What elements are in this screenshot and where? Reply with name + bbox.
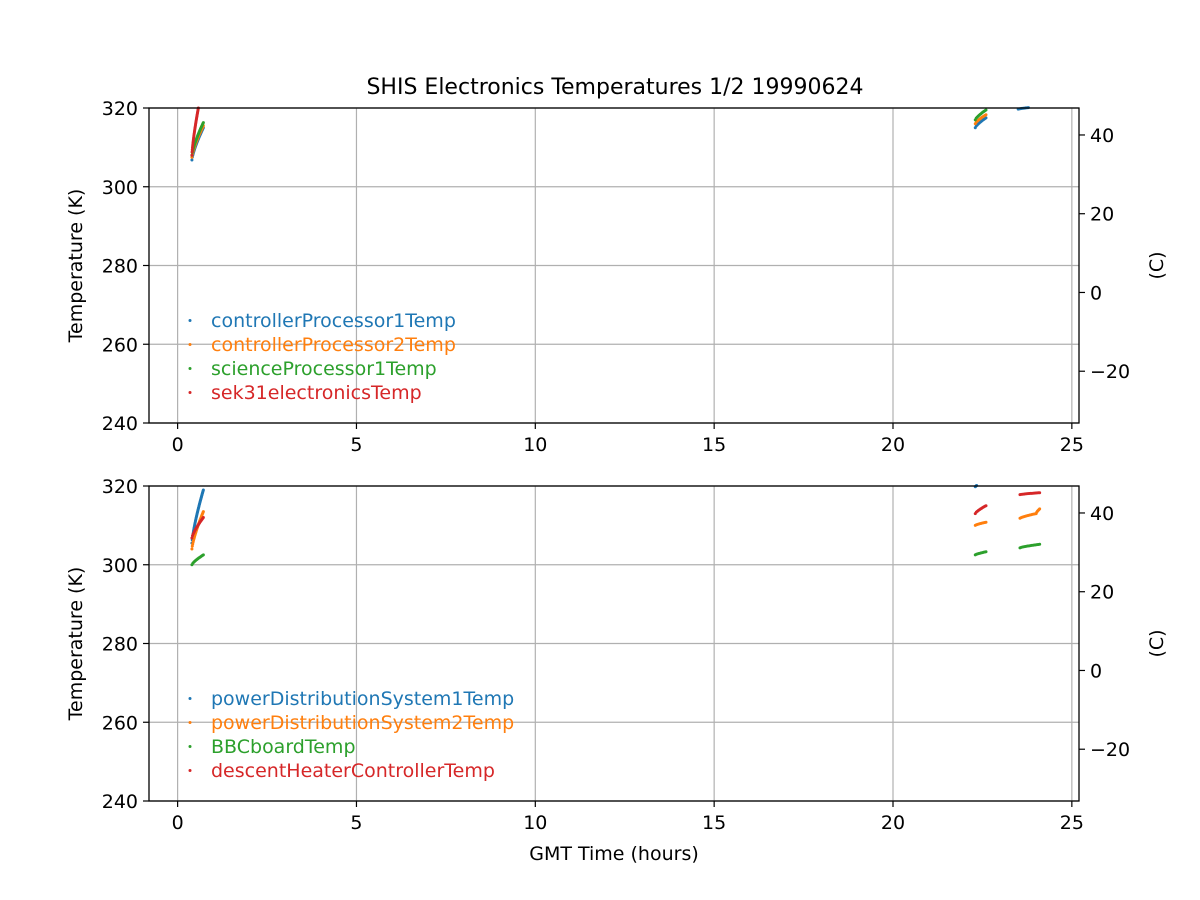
data-point [201,510,205,514]
y-tick-label: 300 [102,177,138,199]
y-axis-title: Temperature (K) [65,567,87,722]
y-tick-label: 240 [102,413,138,435]
data-point [190,547,194,551]
x-tick-label: 25 [1060,434,1084,456]
y-right-tick-label: 0 [1090,660,1102,682]
series-controllerProcessor2Temp [190,113,988,159]
legend-label: descentHeaterControllerTemp [211,760,495,782]
bottom-axes: 0 5 10 15 20 25 240 260 280 300 320 −20 0 20 40 Tempera… [65,476,1168,865]
y-axis-title: Temperature (K) [65,189,87,344]
data-point [190,153,194,157]
legend-label: powerDistributionSystem2Temp [211,712,514,734]
data-point [201,553,205,557]
x-axis-title: GMT Time (hours) [529,843,699,865]
x-tick-label: 0 [172,812,184,834]
legend-marker [188,697,192,700]
chart-title: SHIS Electronics Temperatures 1/2 199906… [366,75,863,100]
y-right-tick-label: −20 [1090,739,1130,761]
data-point [201,516,205,519]
legend-label: scienceProcessor1Temp [211,358,437,380]
legend-label: controllerProcessor2Temp [211,334,456,356]
data-point [1038,507,1042,511]
data-point [190,536,194,540]
series-controllerProcessor1Temp [190,106,1030,162]
series-BBCboardTemp [190,542,1042,567]
data-point [190,150,194,154]
data-point [984,504,988,508]
legend-label: BBCboardTemp [211,736,356,758]
y-tick-label: 260 [102,712,138,734]
data-point [984,550,988,554]
legend: powerDistributionSystem1TemppowerDistrib… [188,688,514,782]
legend-marker [188,391,192,394]
y-right-tick-label: 40 [1090,125,1114,147]
x-tick-label: 15 [702,812,726,834]
series-powerDistributionSystem2Temp [190,507,1042,551]
x-tick-label: 5 [350,434,362,456]
data-point [1038,491,1042,495]
y-right-axis-title: (C) [1146,251,1168,279]
x-tick-label: 20 [881,434,905,456]
y-right-axis-title: (C) [1146,629,1168,657]
y-tick-label: 280 [102,256,138,278]
x-tick-label: 0 [172,434,184,456]
x-tick-label: 20 [881,812,905,834]
data-point [190,158,194,162]
legend-label: powerDistributionSystem1Temp [211,688,514,710]
y-right-tick-label: −20 [1090,361,1130,383]
series-descentHeaterControllerTemp [190,491,1042,540]
data-point [984,108,988,112]
y-right-tick-label: 20 [1090,582,1114,604]
legend-marker [188,319,192,322]
y-tick-label: 320 [102,98,138,120]
legend-marker [188,343,192,346]
y-tick-label: 320 [102,476,138,498]
top-axes: 0 5 10 15 20 25 240 260 280 300 320 −20 0 20 40 Tempera… [65,98,1168,456]
legend: controllerProcessor1TempcontrollerProces… [188,310,456,404]
legend-marker [188,721,192,724]
y-tick-label: 260 [102,334,138,356]
y-right-tick-label: 20 [1090,204,1114,226]
x-tick-label: 15 [702,434,726,456]
legend-marker [188,367,192,370]
data-point [1038,542,1042,546]
y-tick-label: 240 [102,791,138,813]
legend-marker [188,745,192,748]
series-scienceProcessor1Temp [190,108,988,157]
data-point [984,113,988,117]
y-tick-label: 280 [102,634,138,656]
legend-label: controllerProcessor1Temp [211,310,456,332]
legend-label: sek31electronicsTemp [211,382,422,404]
x-tick-label: 10 [523,812,547,834]
legend-marker [188,769,192,772]
data-point [984,520,988,524]
series-powerDistributionSystem1Temp [190,484,979,545]
x-tick-label: 10 [523,434,547,456]
data-point [201,121,205,125]
data-point [984,116,988,120]
series-sek31electronicsTemp [190,106,200,157]
x-tick-label: 25 [1060,812,1084,834]
y-right-tick-label: 0 [1090,282,1102,304]
x-tick-label: 5 [350,812,362,834]
y-tick-label: 300 [102,555,138,577]
data-point [201,488,205,492]
y-right-tick-label: 40 [1090,503,1114,525]
